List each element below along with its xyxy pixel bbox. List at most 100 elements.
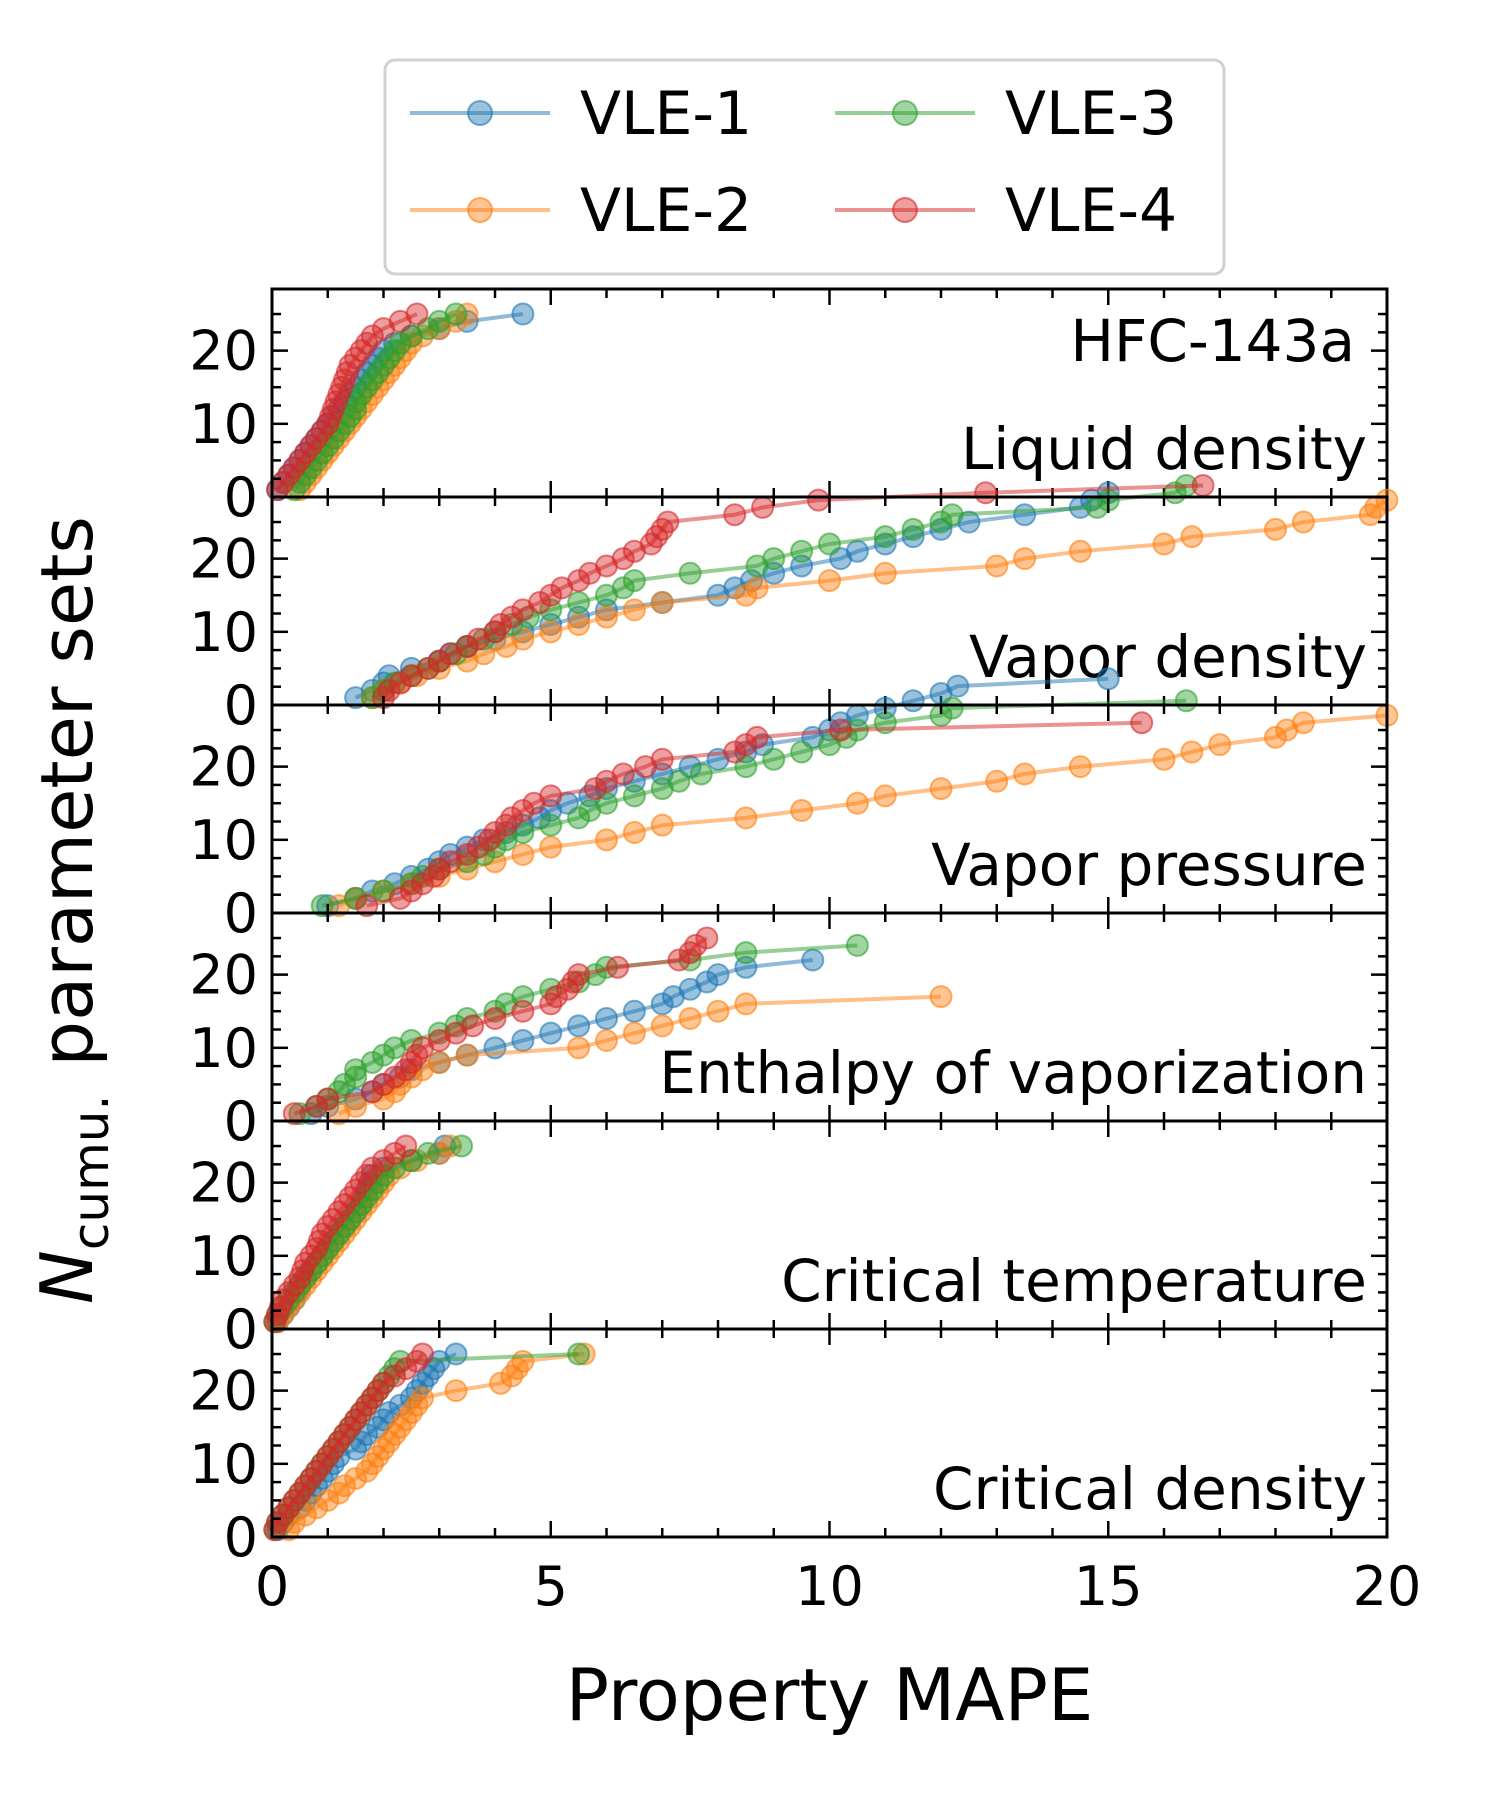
- panel-label: Critical temperature: [781, 1247, 1367, 1315]
- data-point: [416, 656, 440, 680]
- data-point: [1096, 667, 1120, 691]
- data-point: [455, 634, 479, 658]
- data-point: [388, 671, 412, 695]
- data-point: [388, 886, 412, 910]
- data-point: [1291, 711, 1315, 735]
- data-point: [455, 842, 479, 866]
- data-point: [394, 1357, 418, 1381]
- legend-entry-VLE-3: VLE-3: [835, 79, 1177, 149]
- data-point: [399, 879, 423, 903]
- data-point: [483, 820, 507, 844]
- data-point: [360, 324, 384, 348]
- data-point: [332, 1474, 356, 1498]
- data-point: [622, 999, 646, 1023]
- series-VLE-4: [372, 473, 1215, 710]
- series-line: [272, 1144, 462, 1323]
- data-point: [595, 1028, 618, 1052]
- y-tick-label: 20: [189, 736, 258, 799]
- data-point: [806, 488, 830, 512]
- data-point: [974, 481, 998, 505]
- legend: VLE-1 VLE-2 VLE-3 VLE-4: [383, 58, 1226, 276]
- series-line: [275, 312, 418, 491]
- legend-label: VLE-4: [1005, 176, 1177, 246]
- data-point: [734, 733, 758, 757]
- x-axis-title: Property MAPE: [566, 1653, 1094, 1737]
- data-point: [583, 777, 607, 801]
- data-point: [539, 784, 563, 808]
- legend-entry-VLE-1: VLE-1: [410, 79, 752, 149]
- data-point: [360, 1156, 384, 1180]
- y-subscript: cumu.: [62, 1095, 120, 1250]
- series-VLE-4: [263, 1342, 435, 1542]
- data-point: [1174, 689, 1198, 713]
- legend-marker: [467, 197, 493, 223]
- ticks: [270, 1329, 1389, 1539]
- data-point: [500, 605, 524, 629]
- y-tick-label: 20: [189, 1360, 258, 1423]
- data-point: [689, 762, 713, 786]
- data-point: [622, 598, 646, 622]
- data-point: [734, 583, 758, 607]
- data-point: [734, 806, 758, 830]
- data-point: [946, 674, 970, 698]
- series-VLE-4: [263, 1134, 418, 1334]
- data-point: [678, 1007, 702, 1031]
- data-point: [539, 835, 563, 859]
- data-point: [316, 1087, 340, 1111]
- y-symbol: N: [25, 1250, 109, 1304]
- data-point: [282, 1102, 306, 1126]
- data-point: [511, 842, 535, 866]
- data-point: [622, 1021, 646, 1045]
- data-point: [684, 933, 708, 957]
- data-point: [1180, 525, 1204, 549]
- data-point: [706, 999, 730, 1023]
- data-point: [500, 806, 524, 830]
- y-tick-label: 0: [224, 466, 258, 529]
- data-point: [1291, 510, 1315, 534]
- data-point: [316, 1488, 340, 1512]
- y-tick-label: 0: [224, 1090, 258, 1153]
- data-point: [539, 583, 563, 607]
- y-tick-label: 0: [224, 882, 258, 945]
- y-tick-label: 20: [189, 944, 258, 1007]
- data-point: [411, 872, 435, 896]
- panel-3: 0 10 20 Enthalpy of vaporization: [189, 911, 1389, 1153]
- data-point: [466, 835, 490, 859]
- panel-label: Vapor density: [969, 623, 1367, 691]
- data-point: [611, 762, 635, 786]
- x-tick-label: 10: [795, 1555, 864, 1618]
- data-point: [929, 510, 953, 534]
- data-point: [940, 503, 964, 527]
- x-tick-label: 0: [255, 1555, 289, 1618]
- data-point: [483, 1007, 507, 1031]
- data-point: [985, 554, 1009, 578]
- data-point: [873, 784, 897, 808]
- data-point: [845, 933, 869, 957]
- x-axis: 0 5 10 15 20 Property MAPE: [255, 1555, 1422, 1737]
- panel-4: 0 10 20 Critical temperature: [189, 1119, 1389, 1361]
- data-point: [344, 1065, 368, 1089]
- y-tick-label: 20: [189, 1152, 258, 1215]
- data-point: [611, 547, 635, 571]
- data-point: [567, 1014, 591, 1038]
- figure-title: HFC-143a: [1070, 307, 1355, 375]
- data-point: [567, 569, 591, 593]
- y-tick-label: 10: [189, 601, 258, 664]
- series-VLE-3: [282, 302, 468, 502]
- panel-label: Enthalpy of vaporization: [659, 1039, 1367, 1107]
- data-point: [528, 591, 552, 615]
- data-point: [305, 1094, 329, 1118]
- data-point: [901, 689, 925, 713]
- ticks: [270, 1121, 1389, 1331]
- data-point: [355, 894, 379, 918]
- panel-label: Vapor pressure: [931, 831, 1367, 899]
- data-point: [444, 302, 468, 326]
- data-point: [985, 769, 1009, 793]
- y-tick-label: 10: [189, 1433, 258, 1496]
- data-point: [461, 1014, 485, 1038]
- data-point: [567, 1036, 591, 1060]
- data-point: [790, 539, 814, 563]
- data-point: [416, 1141, 440, 1165]
- data-point: [427, 857, 451, 881]
- data-point: [567, 591, 591, 615]
